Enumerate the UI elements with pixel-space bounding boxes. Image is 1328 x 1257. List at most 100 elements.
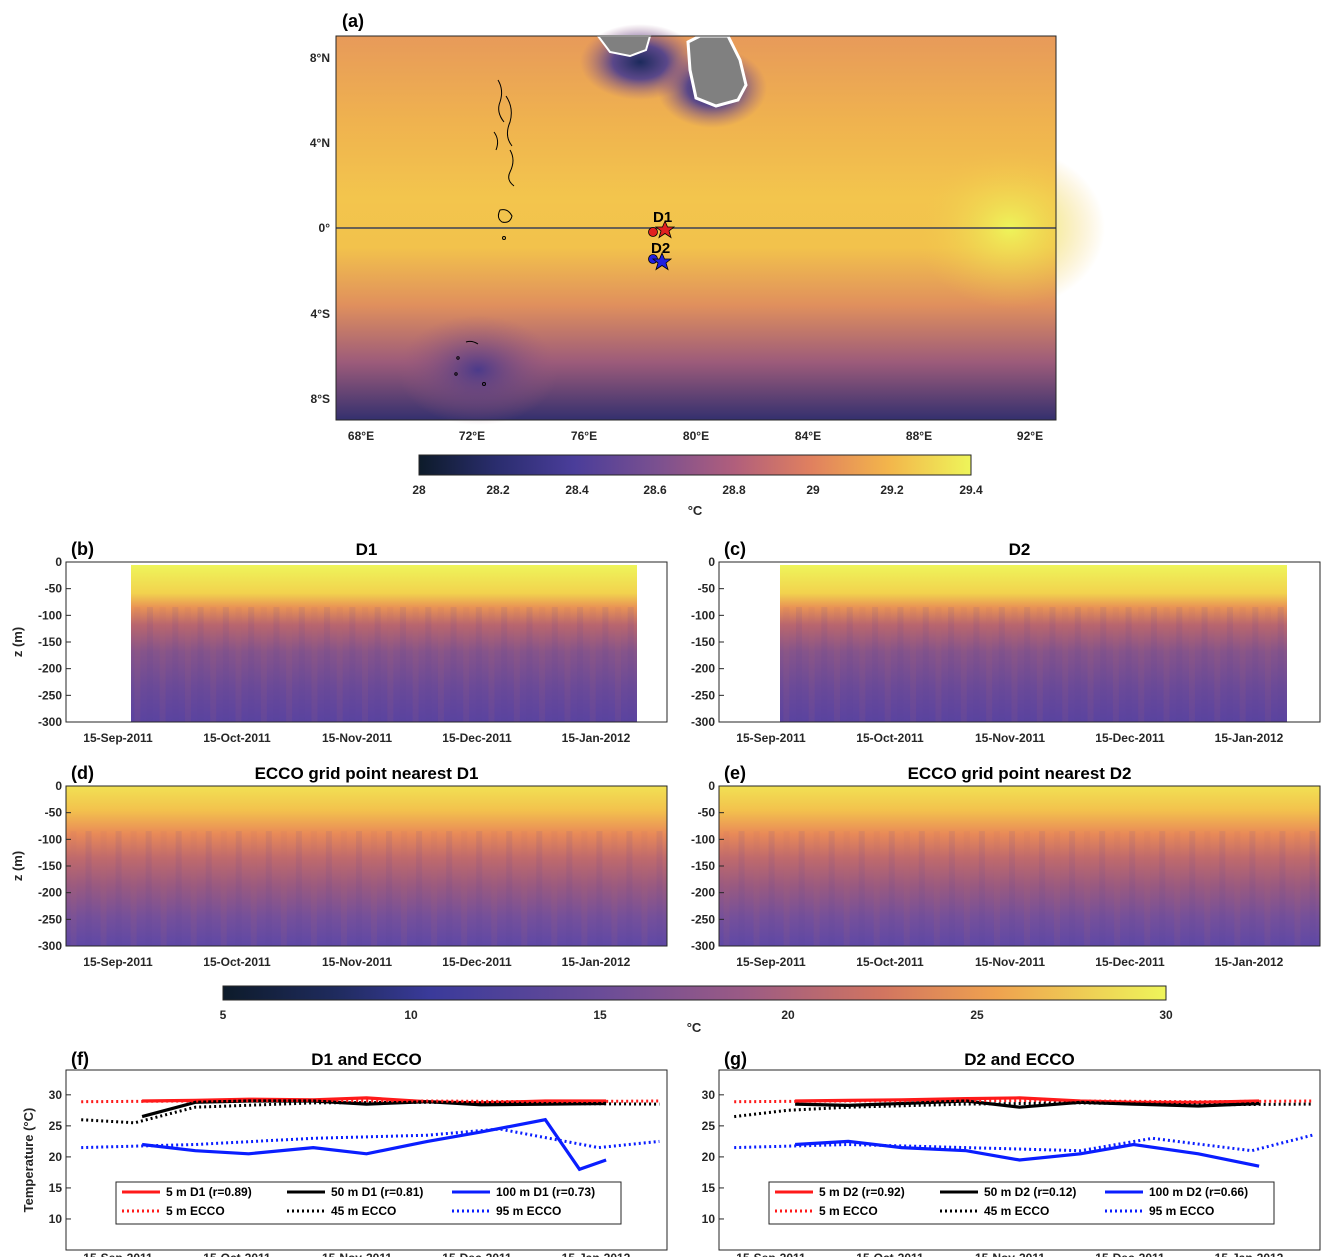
date-tick-label: 15-Nov-2011 [975, 955, 1045, 969]
panel-d: (d) ECCO grid point nearest D1 0 -50 -100 -15… [10, 763, 668, 969]
svg-text:0°: 0° [319, 221, 331, 235]
temp-tick-label: 10 [702, 1212, 716, 1226]
svg-text:28.8: 28.8 [722, 483, 746, 497]
temp-tick-label: 10 [49, 1212, 63, 1226]
panel-label: (f) [71, 1049, 89, 1069]
date-tick-label: 15-Dec-2011 [1095, 955, 1165, 969]
map-lat-ticks: 8°N 4°N 0° 4°S 8°S [310, 51, 330, 406]
svg-text:20: 20 [781, 1008, 795, 1022]
sst-colorbar [418, 454, 972, 476]
date-tick-label: 15-Dec-2011 [1095, 1251, 1165, 1257]
svg-text:68°E: 68°E [348, 429, 374, 443]
z-tick-label: 0 [55, 779, 62, 793]
legend-entry: 100 m D1 (r=0.73) [496, 1185, 595, 1199]
temp-tick-label: 30 [702, 1088, 716, 1102]
z-tick-label: -250 [691, 688, 715, 702]
svg-text:28.6: 28.6 [643, 483, 667, 497]
z-tick-label: -150 [38, 635, 62, 649]
legend-entry: 100 m D2 (r=0.66) [1149, 1185, 1248, 1199]
svg-text:80°E: 80°E [683, 429, 709, 443]
mooring-d1: D1 [648, 209, 676, 239]
svg-text:72°E: 72°E [459, 429, 485, 443]
panel-g: (g) D2 and ECCO 30 25 20 15 10 15-Sep-2011 15-Oc… [702, 1049, 1321, 1257]
date-tick-label: 15-Sep-2011 [83, 731, 153, 745]
sst-colorbar-ticks: 28 28.2 28.4 28.6 28.8 29 29.2 29.4 [412, 483, 983, 497]
depth-colorbar-group: 5 10 15 20 25 30 °C [220, 985, 1173, 1035]
z-tick-label: -150 [691, 859, 715, 873]
svg-text:15: 15 [593, 1008, 607, 1022]
date-tick-label: 15-Oct-2011 [856, 731, 924, 745]
date-tick-label: 15-Nov-2011 [975, 731, 1045, 745]
date-tick-label: 15-Sep-2011 [83, 955, 153, 969]
map-frame [335, 35, 1057, 421]
svg-text:4°S: 4°S [311, 307, 330, 321]
series-line [81, 1098, 660, 1104]
date-tick-label: 15-Sep-2011 [736, 1251, 806, 1257]
panel-label: (b) [71, 539, 94, 559]
svg-text:8°S: 8°S [311, 392, 330, 406]
date-tick-label: 15-Dec-2011 [442, 955, 512, 969]
svg-text:29: 29 [806, 483, 820, 497]
svg-text:25: 25 [970, 1008, 984, 1022]
date-tick-label: 15-Nov-2011 [322, 1251, 392, 1257]
temp-tick-label: 20 [702, 1150, 716, 1164]
svg-text:30: 30 [1159, 1008, 1173, 1022]
temperature-section [719, 786, 1320, 946]
legend-entry: 50 m D2 (r=0.12) [984, 1185, 1076, 1199]
svg-text:29.2: 29.2 [880, 483, 904, 497]
temperature-section [66, 786, 667, 946]
panel-title: D1 [356, 540, 378, 559]
d1-circle-marker [648, 227, 658, 237]
legend-box [768, 1181, 1275, 1225]
timeseries-panels: (f) D1 and ECCO 30 25 20 15 10 15-Sep-2011 15-Oc… [21, 1049, 1321, 1257]
panel-a-label: (a) [342, 11, 364, 31]
legend-entry: 5 m ECCO [819, 1204, 878, 1218]
z-tick-label: -100 [691, 832, 715, 846]
legend-entry: 95 m ECCO [496, 1204, 561, 1218]
svg-text:8°N: 8°N [310, 51, 330, 65]
panel-e: (e) ECCO grid point nearest D2 0 -50 -100 -15… [691, 763, 1321, 969]
z-tick-label: 0 [708, 555, 715, 569]
z-tick-label: -150 [38, 859, 62, 873]
date-tick-label: 15-Dec-2011 [442, 731, 512, 745]
z-tick-label: -50 [45, 806, 63, 820]
z-tick-label: -50 [45, 582, 63, 596]
z-tick-label: -300 [38, 939, 62, 953]
svg-text:76°E: 76°E [571, 429, 597, 443]
mooring-d2: D2 [648, 240, 673, 271]
series-line [795, 1099, 1260, 1109]
legend-entry: 45 m ECCO [331, 1204, 396, 1218]
date-tick-label: 15-Jan-2012 [1215, 1251, 1284, 1257]
panel-label: (e) [724, 763, 746, 783]
legend-box [115, 1181, 622, 1225]
svg-text:92°E: 92°E [1017, 429, 1043, 443]
z-axis-label: z (m) [10, 627, 25, 657]
panel-b: (b) D1 0 -50 -100 -150 -200 -250 -300 15-Sep-2011… [10, 539, 668, 745]
panel-title: ECCO grid point nearest D2 [908, 764, 1132, 783]
legend: 5 m D2 (r=0.92) 50 m D2 (r=0.12) 100 m D2 … [768, 1181, 1275, 1225]
panel-label: (c) [724, 539, 746, 559]
legend-entry: 5 m D1 (r=0.89) [166, 1185, 252, 1199]
svg-text:29.4: 29.4 [959, 483, 983, 497]
panel-title: D1 and ECCO [311, 1050, 422, 1069]
depth-colorbar-unit: °C [687, 1020, 702, 1035]
date-tick-label: 15-Nov-2011 [975, 1251, 1045, 1257]
z-tick-label: 0 [708, 779, 715, 793]
date-tick-label: 15-Jan-2012 [1215, 731, 1284, 745]
z-tick-label: -300 [691, 715, 715, 729]
series-line [734, 1133, 1313, 1153]
southwest-cool-region [398, 315, 558, 425]
temperature-section [780, 565, 1287, 722]
temp-axis-label: Temperature (°C) [21, 1108, 36, 1213]
date-tick-label: 15-Jan-2012 [562, 731, 631, 745]
svg-text:10: 10 [404, 1008, 418, 1022]
z-tick-label: -100 [38, 832, 62, 846]
legend-entry: 5 m ECCO [166, 1204, 225, 1218]
legend: 5 m D1 (r=0.89) 50 m D1 (r=0.81) 100 m D1 … [115, 1181, 622, 1225]
temperature-section [131, 565, 637, 722]
date-tick-label: 15-Oct-2011 [203, 731, 271, 745]
date-tick-label: 15-Oct-2011 [856, 955, 924, 969]
date-tick-label: 15-Sep-2011 [736, 955, 806, 969]
date-tick-label: 15-Nov-2011 [322, 955, 392, 969]
